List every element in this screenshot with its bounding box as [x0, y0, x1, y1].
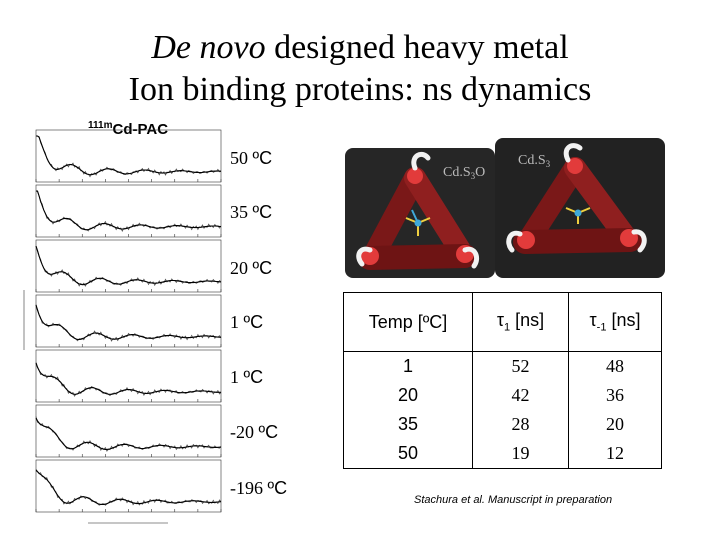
spectrum-fit [35, 362, 221, 395]
tau-unit: [ns] [510, 310, 545, 331]
spectrum-panel [35, 294, 222, 348]
temp-num: -20 [230, 422, 259, 442]
table-cell: 19 [511, 443, 530, 463]
spectrum-trace [35, 190, 222, 232]
protein-triangle-left [356, 151, 480, 270]
protein-structure-graphic: Cd.S3O Cd.S3 [340, 138, 670, 283]
spectrum-trace [35, 245, 222, 287]
table-cell: 20 [397, 385, 419, 405]
spectrum-panel [35, 239, 222, 293]
table-header-row: Temp [ºC] τ1 [ns] τ-1 [ns] [343, 292, 662, 352]
temp-num: 1 [230, 312, 244, 332]
spectrum-frame [35, 404, 222, 458]
protein-triangle-right [506, 143, 647, 254]
spectrum-trace [35, 361, 222, 397]
metal-site-right [565, 207, 591, 224]
tau-subscript: -1 [596, 321, 607, 334]
tau-unit: [ns] [606, 310, 641, 331]
temp-label: -196 ºC [230, 478, 287, 499]
pac-label: 111mCd-PAC [88, 120, 168, 138]
spectrum-frame [35, 294, 222, 348]
table-data-row: 1 20 35 50 52 42 28 19 48 36 20 12 [343, 351, 662, 469]
temp-label: 1 ºC [230, 312, 263, 333]
slide-title-line1: De novo designed heavy metal [0, 28, 720, 68]
spectrum-frame [35, 239, 222, 293]
spectrum-panel [35, 349, 222, 403]
temp-num: 35 [230, 202, 253, 222]
table-cell: 12 [606, 443, 624, 463]
temp-unit: ºC [252, 148, 273, 168]
title-line1-rest: designed heavy metal [265, 29, 569, 66]
tau1-column-cell: 52 42 28 19 [472, 351, 569, 469]
table-cell: 42 [511, 385, 530, 405]
tau-symbol: τ [496, 310, 504, 331]
spectrum-panel [35, 184, 222, 238]
temp-num: 20 [230, 258, 253, 278]
spectrum-fit [36, 135, 222, 176]
temp-label: 35 ºC [230, 202, 272, 223]
temp-unit: ºC [267, 478, 288, 498]
header-tau1: τ1 [ns] [472, 292, 569, 352]
structure-label-right: Cd.S3 [518, 153, 551, 169]
temp-unit: ºC [243, 312, 264, 332]
temp-unit: ºC [243, 367, 264, 387]
spectrum-trace [35, 470, 222, 506]
temp-unit: ºC [252, 202, 273, 222]
table-cell: 48 [606, 356, 624, 376]
spectrum-fit [35, 245, 222, 286]
pac-label-sup: 111m [88, 120, 113, 131]
pac-spectra-stack [23, 129, 222, 524]
tau-symbol: τ [589, 310, 597, 331]
spectrum-fit [35, 304, 222, 341]
table-cell: 36 [606, 385, 624, 405]
structure-label-left: Cd.S3O [443, 165, 485, 181]
temp-label: 50 ºC [230, 148, 272, 169]
table-cell: 50 [397, 443, 419, 463]
spectrum-fit [35, 469, 222, 506]
temp-label: 1 ºC [230, 367, 263, 388]
spectrum-panel [35, 459, 222, 513]
temp-num: -196 [230, 478, 268, 498]
temp-num: 1 [230, 367, 244, 387]
temp-unit: ºC [258, 422, 279, 442]
temp-unit: ºC [252, 258, 273, 278]
metal-site-left [405, 209, 431, 236]
title-italic: De novo [151, 29, 266, 66]
temp-label: -20 ºC [230, 422, 278, 443]
correlation-times-table: Temp [ºC] τ1 [ns] τ-1 [ns] 1 20 35 50 52… [343, 292, 662, 469]
temp-num: 50 [230, 148, 253, 168]
spectrum-panel [35, 129, 222, 183]
header-tau-minus1: τ-1 [ns] [568, 292, 662, 352]
tau-minus1-column-cell: 48 36 20 12 [568, 351, 662, 469]
spectrum-trace [35, 306, 222, 342]
table-cell: 28 [511, 414, 530, 434]
pac-label-text: Cd-PAC [112, 121, 169, 138]
spectrum-frame [35, 349, 222, 403]
spectrum-fit [36, 190, 222, 231]
table-cell: 1 [402, 356, 413, 376]
slide-title-line2: Ion binding proteins: ns dynamics [128, 71, 592, 108]
spectrum-trace [36, 135, 222, 178]
spectrum-fit [35, 417, 222, 450]
temp-column-cell: 1 20 35 50 [343, 351, 473, 469]
table-cell: 35 [397, 414, 419, 434]
tau-subscript: 1 [503, 321, 511, 334]
temp-label: 20 ºC [230, 258, 272, 279]
table-cell: 52 [511, 356, 530, 376]
spectrum-panel [35, 404, 222, 458]
header-temp: Temp [ºC] [343, 292, 473, 352]
citation-credit: Stachura et al. Manuscript in preparatio… [414, 494, 613, 506]
table-cell: 20 [606, 414, 624, 434]
